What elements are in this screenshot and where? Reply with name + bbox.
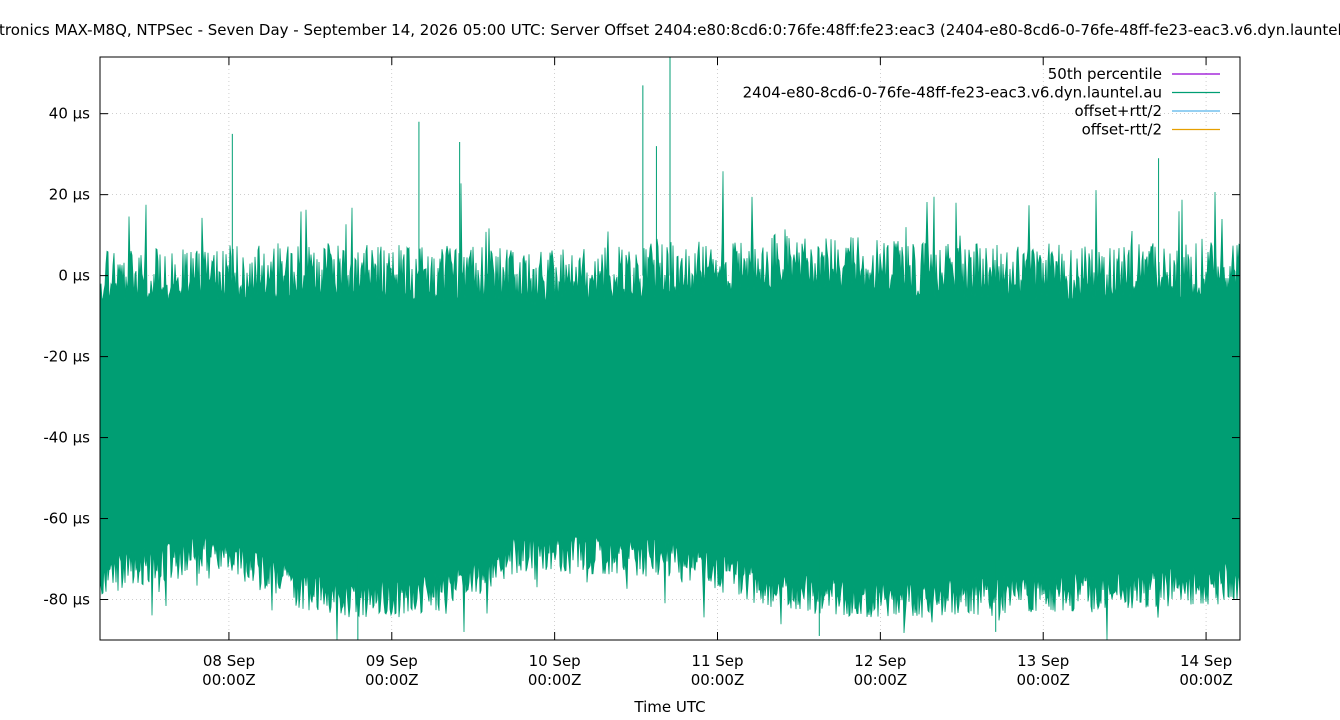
x-tick-label: 11 Sep — [691, 652, 743, 670]
plot-area — [99, 57, 1241, 641]
y-tick-label: -60 µs — [43, 510, 90, 528]
x-axis-label: Time UTC — [633, 698, 705, 716]
x-tick-label: 00:00Z — [854, 671, 908, 689]
spike-lines — [99, 57, 1160, 640]
x-tick-label: 10 Sep — [529, 652, 581, 670]
x-tick-label: 13 Sep — [1017, 652, 1069, 670]
y-tick-label: -20 µs — [43, 348, 90, 366]
legend-label: offset+rtt/2 — [1074, 102, 1162, 120]
y-axis: -80 µs -60 µs -40 µs -20 µs 0 µs 20 µs 40 µs — [43, 105, 1240, 609]
x-tick-label: 12 Sep — [854, 652, 906, 670]
y-tick-label: 20 µs — [49, 186, 90, 204]
x-tick-label: 09 Sep — [366, 652, 418, 670]
x-tick-label: 00:00Z — [691, 671, 745, 689]
y-tick-label: 40 µs — [49, 105, 90, 123]
x-tick-label: 00:00Z — [1179, 671, 1233, 689]
x-tick-label: 08 Sep — [203, 652, 255, 670]
x-tick-label: 00:00Z — [1016, 671, 1070, 689]
x-tick-label: 14 Sep — [1180, 652, 1232, 670]
legend-label: 2404-e80-8cd6-0-76fe-48ff-fe23-eac3.v6.d… — [743, 84, 1162, 102]
plot-border — [99, 56, 1241, 641]
x-tick-label: 00:00Z — [202, 671, 256, 689]
legend-label: 50th percentile — [1048, 65, 1162, 83]
x-tick-label: 00:00Z — [365, 671, 419, 689]
y-tick-label: -80 µs — [43, 591, 90, 609]
legend-label: offset-rtt/2 — [1082, 121, 1162, 139]
x-tick-label: 00:00Z — [528, 671, 582, 689]
legend: 50th percentile2404-e80-8cd6-0-76fe-48ff… — [743, 65, 1220, 139]
y-tick-label: -40 µs — [43, 429, 90, 447]
y-tick-label: 0 µs — [58, 267, 90, 285]
chart-title: Uputronics MAX-M8Q, NTPSec - Seven Day -… — [0, 21, 1340, 39]
